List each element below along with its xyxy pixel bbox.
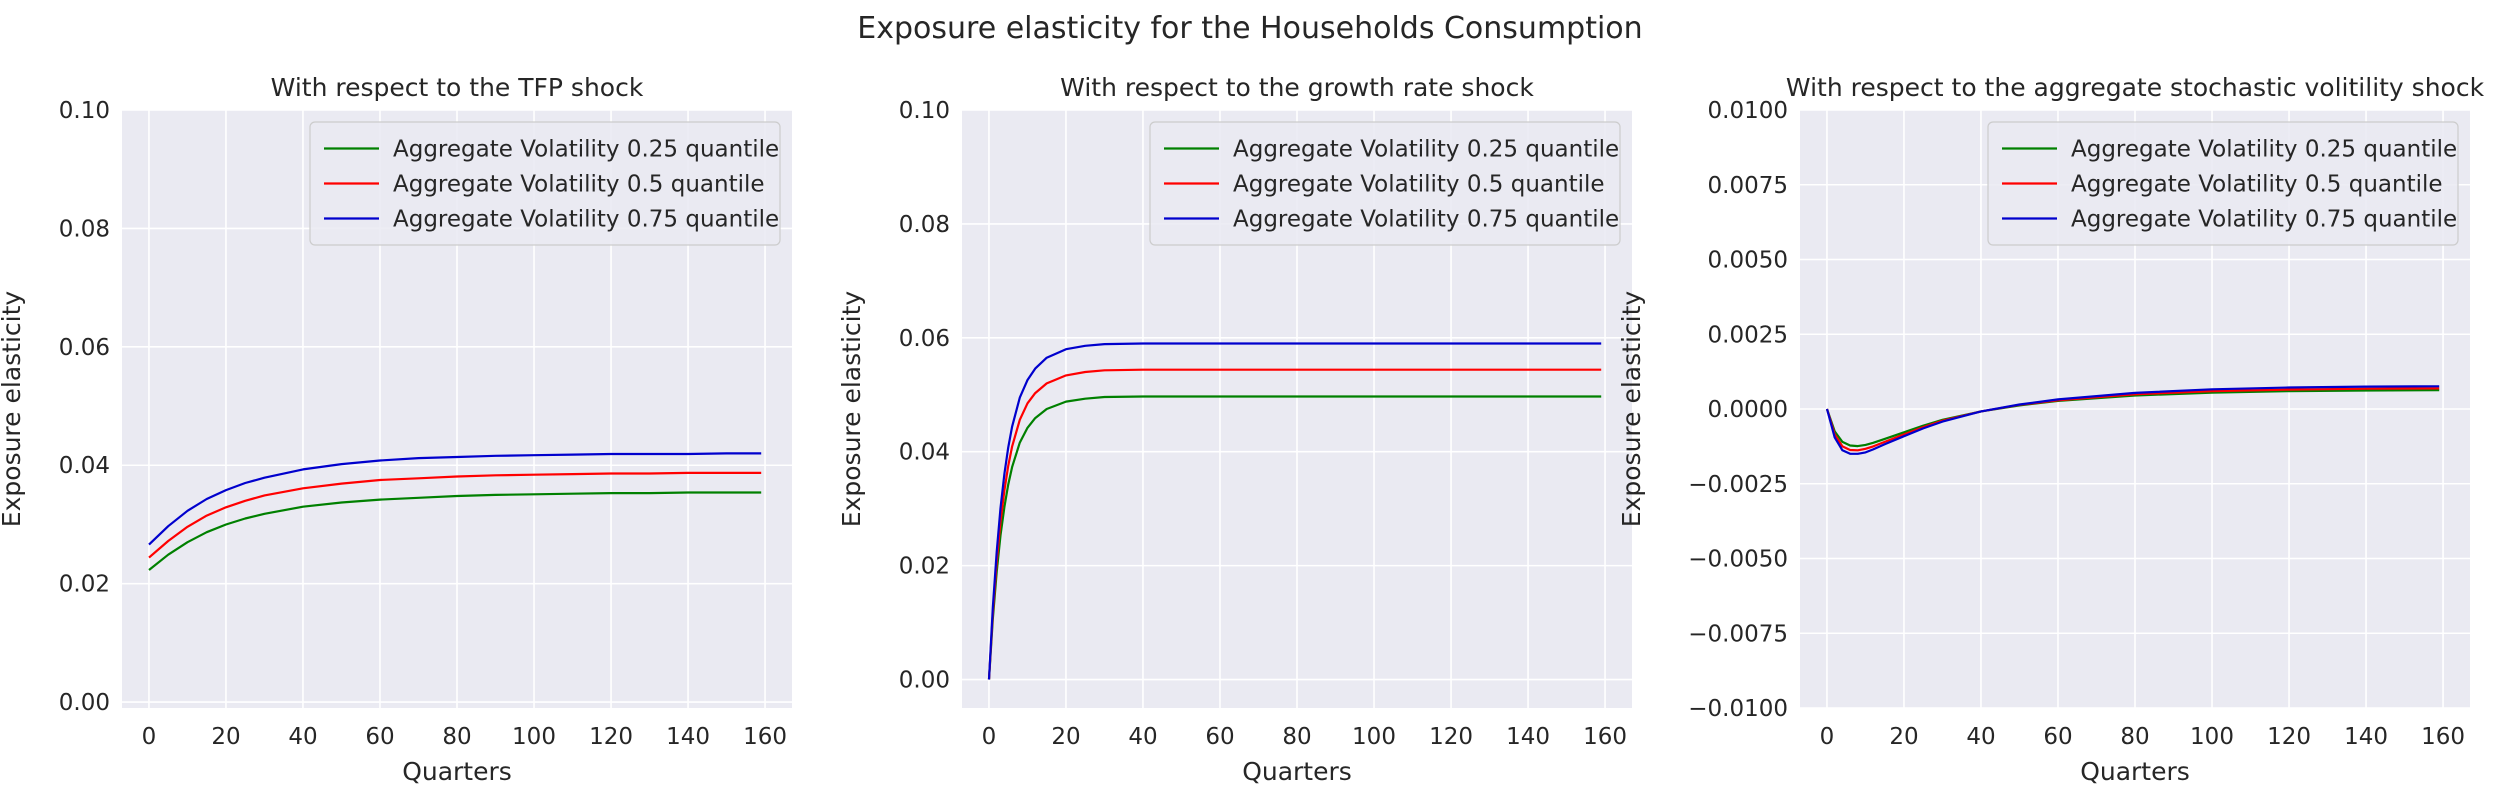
legend-entry: Aggregate Volatility 0.25 quantile [393,137,779,163]
legend-entry: Aggregate Volatility 0.25 quantile [2071,137,2457,163]
chart-panels: 0 20 40 60 80 100 120 140 160 0.00 0.02 0.04 0.06 0.0… [0,73,2485,786]
y-tick-label: 0.0050 [1708,248,1788,274]
legend: Aggregate Volatility 0.25 quantile Aggreg… [309,121,781,246]
x-tick-label: 60 [2043,724,2072,750]
legend-box [1987,121,2459,246]
y-tick-label: 0.02 [59,572,110,598]
series-line-2 [987,368,1602,680]
x-tick-label: 120 [2267,724,2311,750]
x-tick-label: 100 [512,724,556,750]
legend-entry: Aggregate Volatility 0.5 quantile [2071,172,2443,198]
legend-entry: Aggregate Volatility 0.75 quantile [2071,207,2457,233]
y-tick-label: −0.0100 [1688,696,1788,722]
x-tick-label: 20 [211,724,240,750]
y-tick-label: −0.0025 [1688,472,1788,498]
x-tick-label: 80 [442,724,471,750]
x-tick-label: 60 [365,724,394,750]
y-axis-label: Exposure elasticity [0,291,26,528]
y-tick-label: 0.00 [899,668,950,694]
y-tick-label: 0.00 [59,690,110,716]
x-tick-label: 140 [2344,724,2388,750]
x-tick-label: 120 [1429,724,1473,750]
legend-entry: Aggregate Volatility 0.75 quantile [1233,207,1619,233]
series-line-2 [1825,387,2440,452]
x-tick-label: 160 [1583,724,1627,750]
panel-title: With respect to the TFP shock [271,73,644,102]
y-tick-label: 0.04 [899,440,950,466]
panel-title: With respect to the aggregate stochastic… [1786,73,2485,102]
legend: Aggregate Volatility 0.25 quantile Aggreg… [1987,121,2459,246]
series-line-3 [1825,385,2440,455]
x-tick-label: 0 [982,724,997,750]
x-tick-label: 20 [1051,724,1080,750]
series-line-2 [148,471,762,559]
chart-panel-2: 0 20 40 60 80 100 120 140 160 0.00 0.02 0.04 0.06 0.0… [837,73,1632,786]
x-tick-label: 100 [2190,724,2234,750]
y-axis-label: Exposure elasticity [1617,291,1646,528]
y-tick-label: 0.04 [59,453,110,479]
legend-entry: Aggregate Volatility 0.25 quantile [1233,137,1619,163]
legend-entry: Aggregate Volatility 0.5 quantile [1233,172,1605,198]
series-line-1 [1825,389,2440,448]
x-tick-label: 160 [743,724,787,750]
y-tick-label: 0.02 [899,554,950,580]
x-tick-label: 60 [1205,724,1234,750]
chart-panel-1: 0 20 40 60 80 100 120 140 160 0.00 0.02 0.04 0.06 0.0… [0,73,792,786]
y-tick-label: 0.06 [59,335,110,361]
x-axis-label: Quarters [1242,757,1352,786]
y-tick-label: 0.0100 [1708,98,1788,124]
y-tick-label: 0.10 [59,98,110,124]
series-line-3 [987,342,1602,680]
series-line-3 [148,452,762,546]
y-tick-label: 0.0000 [1708,397,1788,423]
x-tick-label: 80 [1282,724,1311,750]
x-tick-label: 20 [1889,724,1918,750]
legend-entry: Aggregate Volatility 0.75 quantile [393,207,779,233]
series-line-1 [148,491,762,571]
y-tick-label: 0.0025 [1708,322,1788,348]
x-tick-label: 160 [2421,724,2465,750]
series-line-1 [987,395,1602,680]
panel-title: With respect to the growth rate shock [1060,73,1534,102]
legend-entry: Aggregate Volatility 0.5 quantile [393,172,765,198]
y-tick-label: 0.08 [59,216,110,242]
y-tick-label: 0.0075 [1708,173,1788,199]
legend-box [309,121,781,246]
y-axis-label: Exposure elasticity [837,291,866,528]
x-tick-label: 80 [2120,724,2149,750]
x-tick-label: 100 [1352,724,1396,750]
x-tick-label: 140 [666,724,710,750]
x-tick-label: 40 [1128,724,1157,750]
y-tick-label: 0.06 [899,326,950,352]
x-tick-label: 40 [1966,724,1995,750]
y-tick-label: 0.08 [899,212,950,238]
chart-panel-3: 0 20 40 60 80 100 120 140 160 −0.0100 −0.0075 −0.00… [1617,73,2485,786]
x-tick-label: 0 [142,724,157,750]
y-tick-label: −0.0075 [1688,621,1788,647]
legend-box [1149,121,1621,246]
x-tick-label: 140 [1506,724,1550,750]
x-tick-label: 0 [1820,724,1835,750]
legend: Aggregate Volatility 0.25 quantile Aggreg… [1149,121,1621,246]
y-tick-label: −0.0050 [1688,547,1788,573]
figure-suptitle: Exposure elasticity for the Households C… [857,11,1642,46]
x-tick-label: 120 [589,724,633,750]
x-tick-label: 40 [288,724,317,750]
x-axis-label: Quarters [2080,757,2190,786]
x-axis-label: Quarters [402,757,512,786]
y-tick-label: 0.10 [899,98,950,124]
